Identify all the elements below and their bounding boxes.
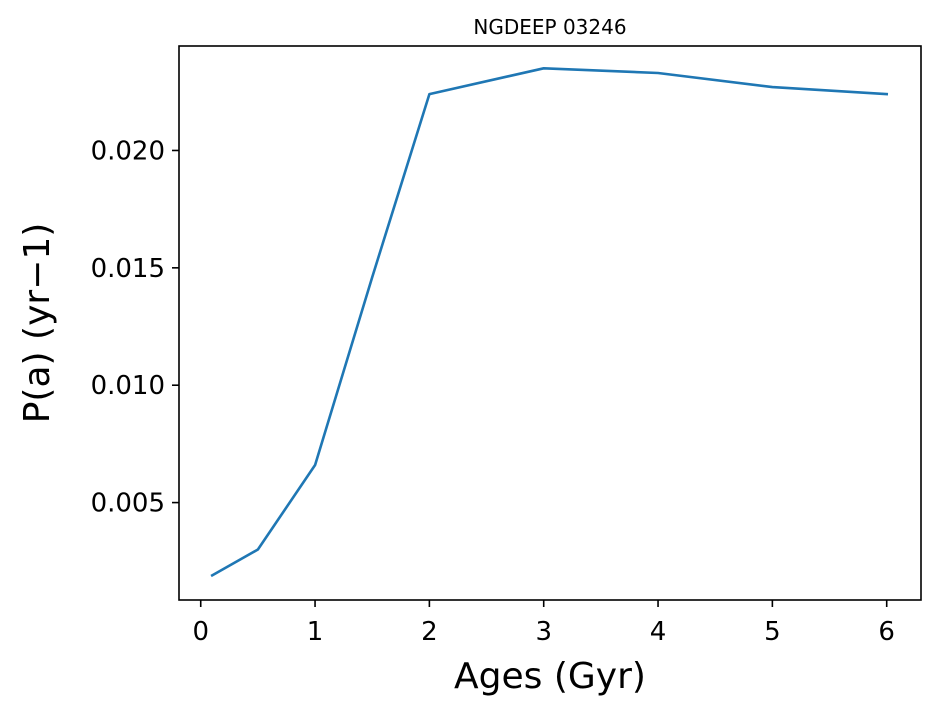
chart-title: NGDEEP 03246 [473,15,626,39]
y-tick-label: 0.010 [91,371,165,401]
x-tick-label: 4 [650,617,667,647]
y-tick-label: 0.005 [91,489,165,519]
x-axis: 0 1 2 3 4 5 6 [192,600,895,647]
x-tick-label: 1 [307,617,324,647]
series-line-0 [210,67,889,578]
x-tick-label: 6 [878,617,895,647]
x-tick-label: 2 [421,617,438,647]
y-axis: 0.005 0.010 0.015 0.020 [91,136,179,519]
plot-frame [178,45,922,601]
x-axis-label: Ages (Gyr) [454,656,646,697]
y-tick-label: 0.015 [91,254,165,284]
x-tick-label: 5 [764,617,781,647]
y-tick-label: 0.020 [91,136,165,166]
x-tick-label: 0 [192,617,209,647]
y-axis-label: P(a) (yr−1) [17,223,58,424]
plot-area [210,67,889,578]
x-tick-label: 3 [535,617,552,647]
